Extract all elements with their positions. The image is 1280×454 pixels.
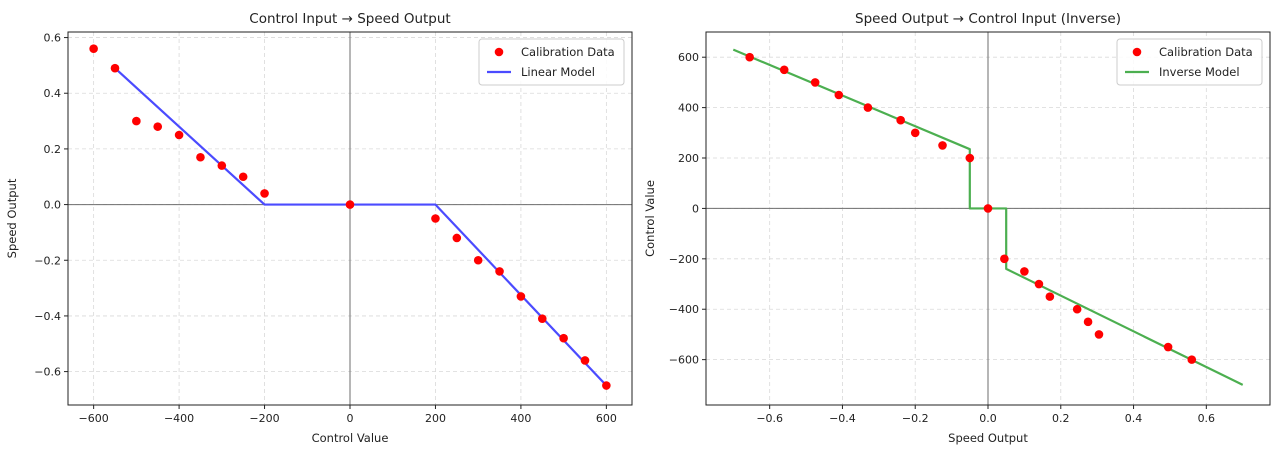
data-point [238, 172, 248, 182]
data-point [896, 115, 905, 125]
data-point [1163, 342, 1173, 352]
chart-title: Control Input → Speed Output [249, 11, 450, 27]
legend-entry: Inverse Model [1159, 65, 1240, 79]
data-point [1187, 355, 1197, 364]
x-tick-label: −200 [249, 412, 279, 425]
data-point [580, 356, 590, 365]
data-point [559, 333, 568, 343]
legend: Calibration Data Inverse Model [1116, 38, 1263, 86]
data-point [217, 161, 227, 170]
data-point [1094, 330, 1104, 339]
legend-box [478, 38, 625, 86]
x-tick-label: 0.4 [1125, 412, 1143, 425]
data-point [132, 116, 141, 126]
data-point [602, 381, 611, 390]
data-point [1072, 304, 1082, 314]
legend-marker [1132, 47, 1142, 57]
y-tick-label: 0.2 [44, 143, 62, 156]
y-tick-label: −600 [669, 354, 699, 367]
y-tick-label: 0.4 [44, 87, 62, 100]
data-point [174, 130, 184, 140]
x-tick-label: −600 [79, 412, 109, 425]
x-tick-label: 200 [425, 412, 446, 425]
y-tick-label: 600 [678, 51, 699, 64]
x-tick-label: 0 [347, 412, 354, 425]
data-point [965, 153, 975, 163]
data-point [983, 204, 993, 213]
y-tick-label: −0.2 [34, 254, 61, 267]
data-point [834, 90, 844, 100]
y-tick-label: 0 [692, 202, 699, 215]
data-point [495, 267, 504, 276]
legend-entry: Linear Model [521, 65, 595, 79]
data-point [1020, 267, 1029, 276]
data-point [810, 78, 820, 87]
data-point [1000, 254, 1009, 264]
data-point [153, 122, 163, 131]
y-tick-label: 0.0 [44, 199, 62, 212]
x-tick-label: −400 [164, 412, 194, 425]
data-point [863, 103, 873, 112]
data-point [779, 65, 789, 75]
data-point [89, 44, 98, 54]
y-tick-label: −400 [669, 303, 699, 316]
legend-box [1116, 38, 1263, 86]
y-axis-label: Control Value [643, 180, 657, 257]
y-tick-label: 0.6 [44, 32, 62, 45]
x-tick-label: 0.2 [1052, 412, 1070, 425]
x-tick-label: −0.6 [756, 412, 783, 425]
y-tick-label: 400 [678, 102, 699, 115]
y-tick-label: −0.4 [34, 310, 61, 323]
data-point [938, 141, 947, 150]
data-point [431, 214, 440, 223]
data-point [1034, 279, 1044, 289]
chart-title: Speed Output → Control Input (Inverse) [855, 11, 1121, 27]
x-tick-label: 400 [510, 412, 531, 425]
x-tick-label: 600 [596, 412, 617, 425]
data-point [1083, 317, 1093, 327]
data-point [196, 152, 205, 162]
chart-speed-to-control-inverse: −0.6 −0.4 −0.2 0.0 0.2 0.4 0.6 −600 −400 −200 0 200… [643, 11, 1271, 445]
data-point [910, 128, 920, 138]
y-tick-label: −0.6 [34, 366, 61, 379]
data-point [1045, 292, 1055, 301]
y-tick-label: 200 [678, 152, 699, 165]
legend-entry: Calibration Data [1159, 45, 1253, 59]
data-point [345, 200, 355, 209]
legend-marker [494, 47, 504, 57]
legend-entry: Calibration Data [521, 45, 615, 59]
x-tick-label: 0.6 [1198, 412, 1216, 425]
data-point [473, 255, 483, 265]
y-tick-label: −200 [669, 253, 699, 266]
data-point [110, 63, 120, 73]
data-point [516, 292, 526, 301]
x-axis-label: Speed Output [948, 431, 1028, 445]
data-point [537, 314, 547, 324]
x-tick-label: 0.0 [979, 412, 997, 425]
legend: Calibration Data Linear Model [478, 38, 625, 86]
x-axis-label: Control Value [312, 431, 389, 445]
y-axis-label: Speed Output [5, 178, 19, 258]
x-tick-label: −0.2 [902, 412, 929, 425]
data-point [452, 233, 462, 243]
data-point [745, 52, 754, 62]
x-tick-label: −0.4 [829, 412, 856, 425]
chart-control-to-speed: −600 −400 −200 0 200 400 600 −0.6 −0.4 −0.2 0.0 0.2… [5, 11, 633, 445]
data-point [260, 189, 269, 198]
